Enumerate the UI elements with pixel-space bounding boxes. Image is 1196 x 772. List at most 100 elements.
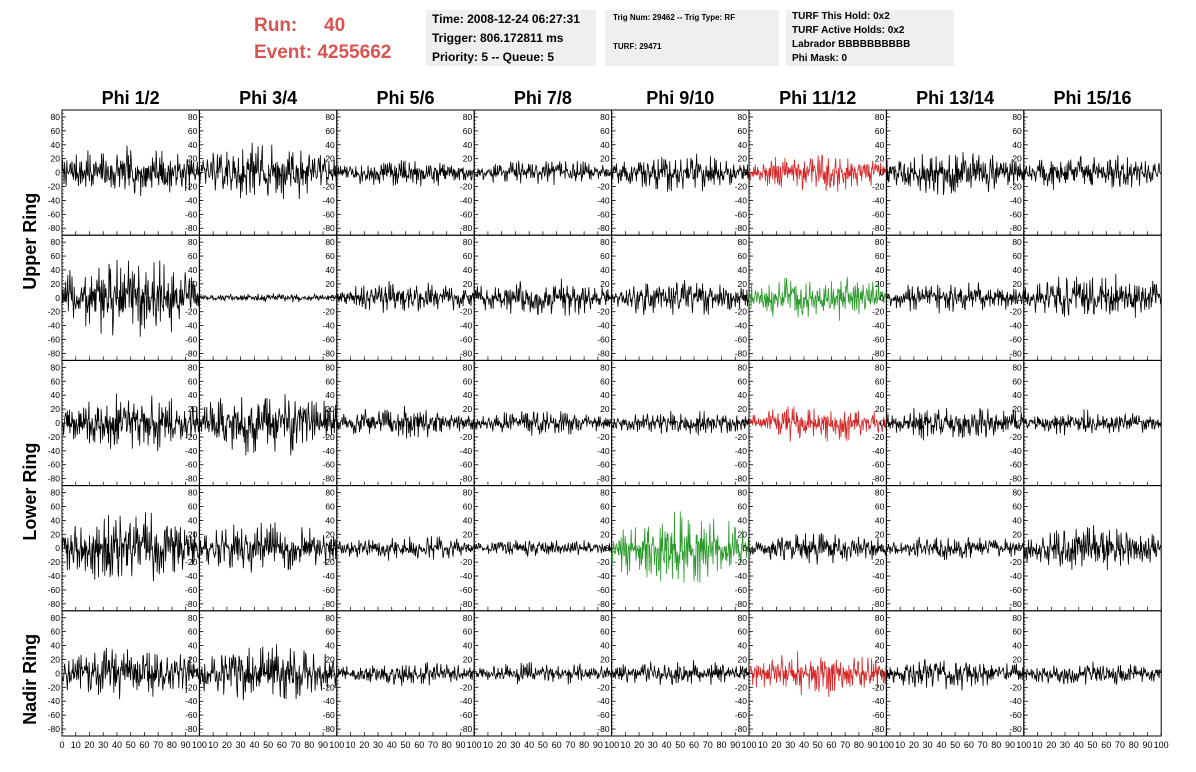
y-tick-label: -60 — [460, 335, 473, 345]
run-event-block: Run: 40 Event: 4255662 — [254, 12, 391, 66]
y-tick-label: 40 — [463, 140, 473, 150]
waveform-trace — [886, 536, 1025, 561]
y-tick-label: -80 — [1010, 348, 1023, 358]
y-tick-label: 80 — [463, 237, 473, 247]
waveform-trace — [1023, 661, 1162, 686]
y-tick-label: 20 — [738, 279, 748, 289]
y-tick-label: 0 — [467, 543, 472, 553]
y-tick-label: -20 — [1010, 557, 1023, 567]
y-tick-label: 60 — [325, 501, 335, 511]
x-tick-label: 50 — [263, 740, 273, 750]
y-tick-label: 0 — [1017, 418, 1022, 428]
y-tick-label: 0 — [467, 168, 472, 178]
y-tick-label: -60 — [185, 335, 198, 345]
y-tick-label: 60 — [738, 501, 748, 511]
y-tick-label: -80 — [185, 348, 198, 358]
y-tick-label: 40 — [600, 265, 610, 275]
run-label: Run: — [254, 15, 298, 36]
x-tick-label: 80 — [1129, 740, 1139, 750]
x-tick-label: 70 — [978, 740, 988, 750]
y-tick-label: 20 — [1012, 154, 1022, 164]
x-tick-label: 20 — [771, 740, 781, 750]
waveform-trace — [748, 154, 887, 192]
y-tick-label: -60 — [460, 710, 473, 720]
y-tick-label: 20 — [738, 529, 748, 539]
y-tick-label: 40 — [738, 515, 748, 525]
y-tick-label: 80 — [875, 237, 885, 247]
y-tick-label: -80 — [48, 724, 61, 734]
y-tick-label: 60 — [51, 126, 61, 136]
y-tick-label: 20 — [463, 404, 473, 414]
y-tick-label: -20 — [735, 432, 748, 442]
y-tick-label: 80 — [600, 112, 610, 122]
x-tick-label: 10 — [758, 740, 768, 750]
y-tick-label: -40 — [48, 696, 61, 706]
y-tick-label: 20 — [738, 404, 748, 414]
y-tick-label: 0 — [742, 293, 747, 303]
y-tick-label: -80 — [185, 223, 198, 233]
y-tick-label: 0 — [880, 668, 885, 678]
y-tick-label: 40 — [51, 265, 61, 275]
y-tick-label: -20 — [48, 682, 61, 692]
y-tick-label: 20 — [51, 404, 61, 414]
y-tick-label: -20 — [460, 182, 473, 192]
x-tick-label: 10 — [1033, 740, 1043, 750]
y-tick-label: 0 — [1017, 543, 1022, 553]
y-tick-label: 80 — [51, 488, 61, 498]
x-tick-label: 70 — [703, 740, 713, 750]
y-tick-label: 20 — [188, 529, 198, 539]
x-tick-label: 30 — [236, 740, 246, 750]
x-tick-label: 30 — [648, 740, 658, 750]
y-tick-label: 0 — [742, 168, 747, 178]
y-tick-label: 40 — [325, 140, 335, 150]
y-tick-label: 80 — [1012, 488, 1022, 498]
y-tick-label: -60 — [460, 585, 473, 595]
y-tick-label: 60 — [188, 376, 198, 386]
y-tick-label: 80 — [188, 488, 198, 498]
x-tick-label: 90 — [868, 740, 878, 750]
y-tick-label: -20 — [872, 432, 885, 442]
y-tick-label: 40 — [463, 390, 473, 400]
x-tick-label: 50 — [813, 740, 823, 750]
y-tick-label: 60 — [463, 627, 473, 637]
y-tick-label: 0 — [880, 543, 885, 553]
y-tick-label: -60 — [597, 460, 610, 470]
y-tick-label: 20 — [600, 529, 610, 539]
y-tick-label: 0 — [605, 418, 610, 428]
x-tick-label: 40 — [112, 740, 122, 750]
y-tick-label: 80 — [875, 362, 885, 372]
y-tick-label: -80 — [735, 223, 748, 233]
y-tick-label: 80 — [325, 237, 335, 247]
waveform-trace — [336, 160, 475, 187]
y-tick-label: -80 — [48, 474, 61, 484]
y-tick-label: 0 — [605, 668, 610, 678]
y-tick-label: 80 — [600, 488, 610, 498]
waveform-trace — [199, 644, 338, 701]
waveform-trace — [1023, 273, 1162, 318]
y-tick-label: 0 — [1017, 668, 1022, 678]
y-tick-label: 40 — [738, 140, 748, 150]
y-tick-label: 80 — [463, 488, 473, 498]
y-tick-label: -80 — [48, 348, 61, 358]
column-header: Phi 1/2 — [102, 88, 160, 108]
y-tick-label: -60 — [735, 585, 748, 595]
y-tick-label: -20 — [460, 307, 473, 317]
waveform-trace — [473, 411, 612, 436]
column-header: Phi 9/10 — [646, 88, 714, 108]
waveform-trace — [473, 539, 612, 557]
y-tick-label: 40 — [875, 140, 885, 150]
y-tick-label: -60 — [185, 710, 198, 720]
x-tick-label: 30 — [923, 740, 933, 750]
run-value: 40 — [324, 15, 346, 36]
y-tick-label: 0 — [880, 168, 885, 178]
y-tick-label: -80 — [323, 223, 336, 233]
y-tick-label: 80 — [1012, 237, 1022, 247]
x-tick-label: 50 — [1087, 740, 1097, 750]
y-tick-label: 40 — [463, 265, 473, 275]
y-tick-label: -40 — [735, 321, 748, 331]
y-tick-label: -20 — [735, 307, 748, 317]
y-tick-label: -60 — [1010, 460, 1023, 470]
x-tick-label: 50 — [950, 740, 960, 750]
y-tick-label: -80 — [1010, 599, 1023, 609]
y-tick-label: -80 — [597, 223, 610, 233]
